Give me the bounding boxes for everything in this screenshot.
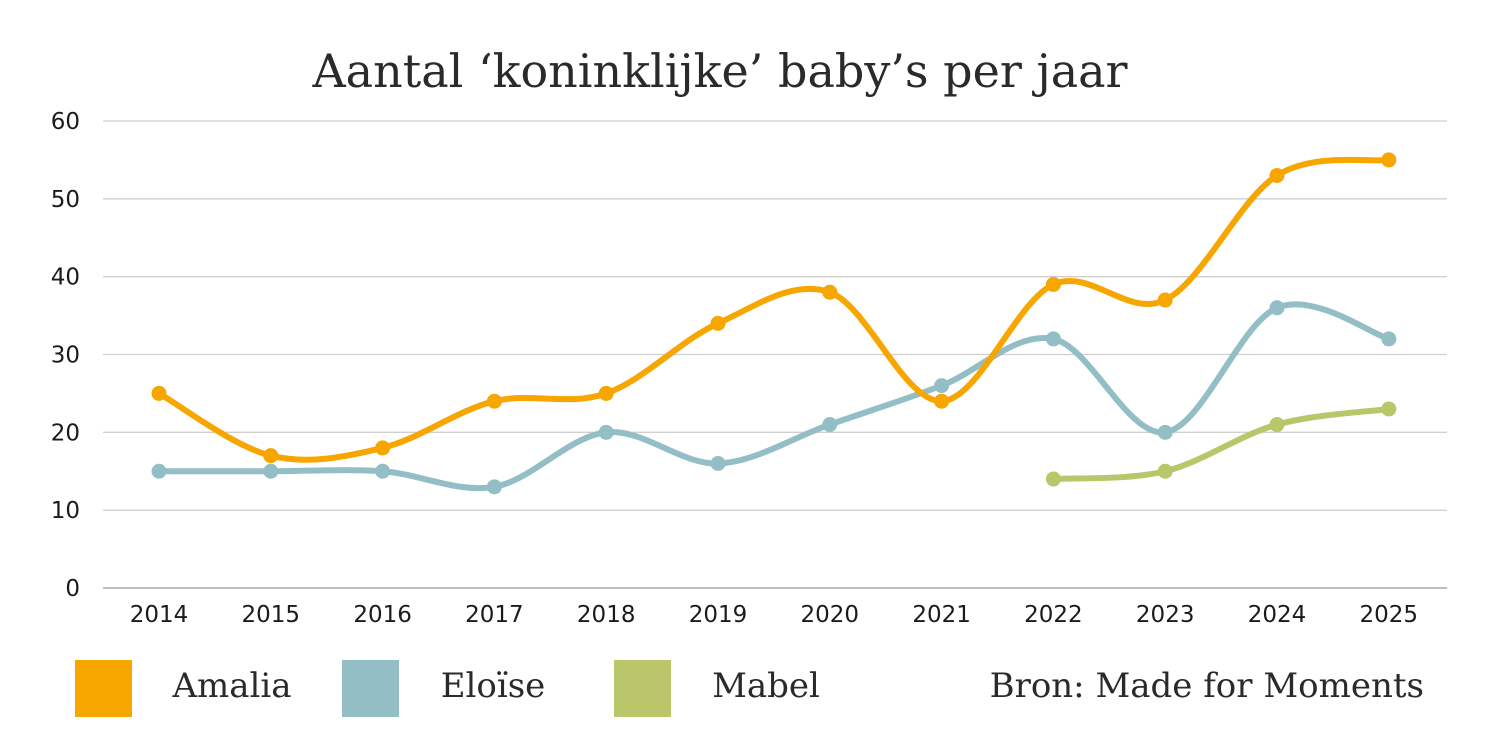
data-point <box>710 315 726 331</box>
data-point <box>375 440 391 456</box>
data-point <box>1157 292 1173 308</box>
x-tick-label: 2025 <box>1360 602 1419 628</box>
series-eloise <box>151 300 1397 495</box>
legend-item: Amalia <box>75 660 292 717</box>
data-point <box>710 455 726 471</box>
legend: Amalia Eloïse Mabel <box>75 660 820 717</box>
x-tick-label: 2017 <box>465 602 524 628</box>
data-point <box>151 463 167 479</box>
x-tick-label: 2016 <box>353 602 412 628</box>
legend-label: Eloïse <box>441 666 546 706</box>
grid <box>103 120 1447 589</box>
legend-swatch <box>614 660 671 717</box>
data-point <box>1045 331 1061 347</box>
series-layer <box>151 152 1397 495</box>
data-point <box>934 393 950 409</box>
data-point <box>934 378 950 394</box>
data-point <box>263 448 279 464</box>
data-point <box>486 393 502 409</box>
legend-item: Mabel <box>614 660 820 717</box>
data-point <box>486 479 502 495</box>
data-point <box>1157 424 1173 440</box>
data-point <box>1381 401 1397 417</box>
y-axis-ticks: 0 10 20 30 40 50 60 <box>51 109 80 602</box>
x-tick-label: 2020 <box>801 602 860 628</box>
data-point <box>1381 331 1397 347</box>
y-tick-label: 40 <box>51 265 80 291</box>
data-point <box>1269 417 1285 433</box>
x-tick-label: 2019 <box>689 602 748 628</box>
data-point <box>822 284 838 300</box>
data-point <box>1269 167 1285 183</box>
y-tick-label: 0 <box>65 576 80 602</box>
data-point <box>1381 152 1397 168</box>
legend-swatch <box>75 660 132 717</box>
series-amalia <box>151 152 1397 464</box>
legend-label: Amalia <box>171 666 291 706</box>
data-point <box>1157 463 1173 479</box>
series-line-eloise <box>156 301 1392 492</box>
series-line-mabel <box>1050 405 1392 483</box>
data-point <box>598 424 614 440</box>
x-tick-label: 2015 <box>242 602 301 628</box>
source-note: Bron: Made for Moments <box>990 666 1424 706</box>
series-mabel <box>1045 401 1397 487</box>
chart-title: Aantal ‘koninklijke’ baby’s per jaar <box>311 44 1127 98</box>
x-tick-label: 2021 <box>912 602 971 628</box>
x-axis-ticks: 2014 2015 2016 2017 2018 2019 2020 2021 2022 2023… <box>130 602 1418 628</box>
data-point <box>1045 276 1061 292</box>
x-tick-label: 2022 <box>1024 602 1083 628</box>
legend-label: Mabel <box>712 666 820 706</box>
data-point <box>822 417 838 433</box>
y-tick-label: 60 <box>51 109 80 135</box>
data-point <box>263 463 279 479</box>
legend-swatch <box>342 660 399 717</box>
x-tick-label: 2014 <box>130 602 189 628</box>
y-tick-label: 50 <box>51 187 80 213</box>
data-point <box>598 385 614 401</box>
legend-item: Eloïse <box>342 660 545 717</box>
y-tick-label: 30 <box>51 343 80 369</box>
y-tick-label: 20 <box>51 420 80 446</box>
data-point <box>375 463 391 479</box>
data-point <box>151 385 167 401</box>
series-line-amalia <box>156 156 1392 463</box>
y-tick-label: 10 <box>51 498 80 524</box>
x-tick-label: 2023 <box>1136 602 1195 628</box>
x-tick-label: 2024 <box>1248 602 1307 628</box>
x-tick-label: 2018 <box>577 602 636 628</box>
data-point <box>1269 300 1285 316</box>
data-point <box>1045 471 1061 487</box>
